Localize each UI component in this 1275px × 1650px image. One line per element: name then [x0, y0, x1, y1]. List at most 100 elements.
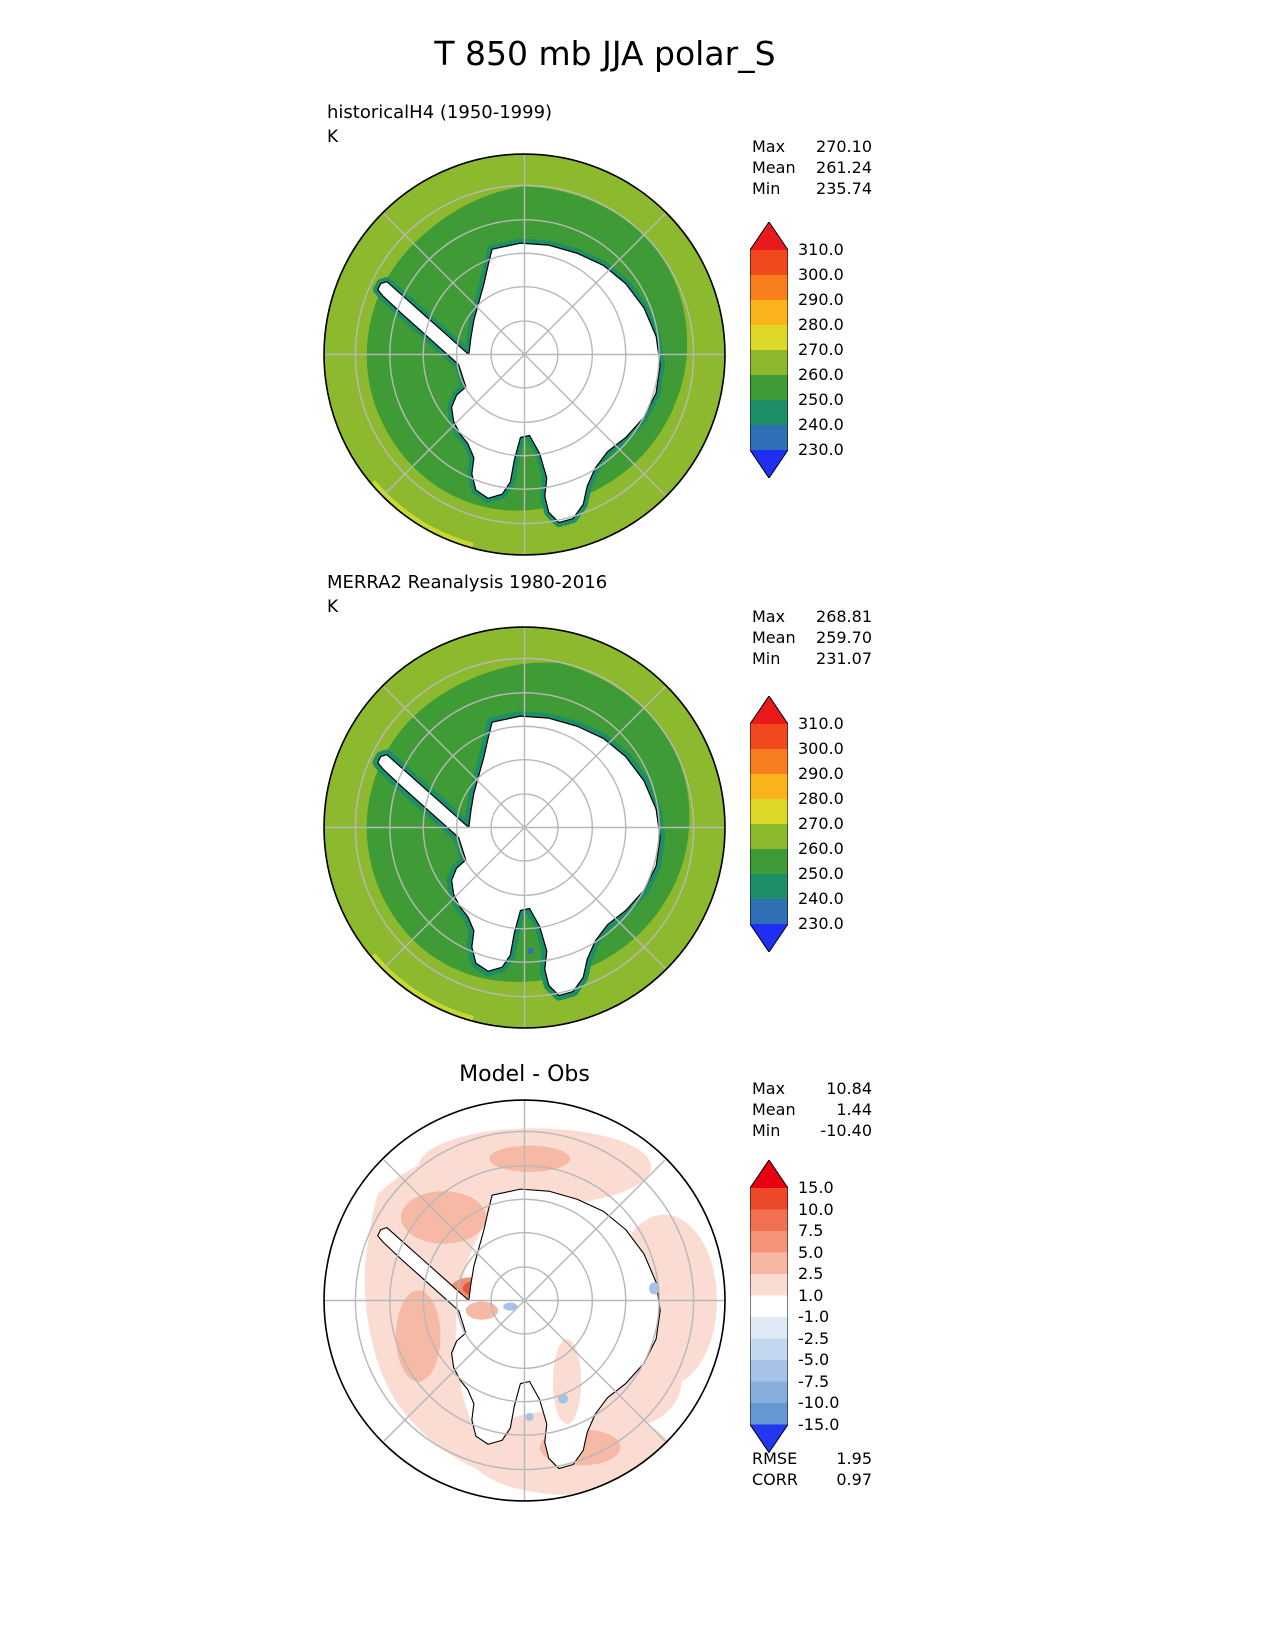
stat-row-min: Min -10.40: [752, 1120, 872, 1141]
colorbar-svg: [750, 1160, 788, 1453]
antarctica-landmass: [377, 715, 661, 997]
colorbar-tick-label: 310.0: [798, 240, 844, 259]
panel2-stats: Max 268.81 Mean 259.70 Min 231.07: [752, 606, 872, 669]
stat-label: Max: [752, 607, 786, 626]
antarctica-landmass: [377, 1188, 661, 1470]
metric-label: CORR: [752, 1470, 798, 1489]
warm-bias-strong-region: [400, 1191, 487, 1244]
stat-label: Mean: [752, 158, 796, 177]
stat-row-max: Max 270.10: [752, 136, 872, 157]
colorbar-tick-label: 270.0: [798, 814, 844, 833]
panel3-colorbar: 15.0 10.0 7.5 5.0 2.5 1.0 -1.0 -2.5 -5.0 -7.5 -10.…: [750, 1160, 839, 1453]
panel1-units: K: [327, 127, 339, 147]
panel1-title: historicalH4 (1950-1999): [327, 102, 553, 123]
colorbar-tick-label: 2.5: [798, 1264, 824, 1283]
stat-label: Min: [752, 1121, 781, 1140]
colorbar-tick-label: 7.5: [798, 1221, 824, 1240]
metric-label: RMSE: [752, 1449, 798, 1468]
panel3-stats: Max 10.84 Mean 1.44 Min -10.40: [752, 1078, 872, 1141]
colorbar-tick-label: -15.0: [798, 1414, 840, 1434]
panel1-stats: Max 270.10 Mean 261.24 Min 235.74: [752, 136, 872, 199]
stat-label: Mean: [752, 628, 796, 647]
stat-row-max: Max 268.81: [752, 606, 872, 627]
stat-row-mean: Mean 261.24: [752, 157, 872, 178]
colorbar-tick-label: 15.0: [798, 1178, 834, 1197]
stat-value: 10.84: [826, 1079, 872, 1098]
colorbar-tick-label: 310.0: [798, 714, 844, 733]
colorbar-tick-label: -1.0: [798, 1307, 830, 1326]
stat-value: 259.70: [816, 628, 872, 647]
colorbar-tick-label: 270.0: [798, 340, 844, 359]
cold-bias-speck: [503, 1302, 518, 1311]
rim-warm-sliver: [370, 480, 474, 549]
cold-bias-speck: [525, 1412, 534, 1421]
stat-value: 1.44: [836, 1100, 872, 1119]
cold-bias-speck: [557, 1393, 569, 1404]
colorbar-tick-label: -10.0: [798, 1393, 840, 1412]
metric-row-rmse: RMSE 1.95: [752, 1448, 872, 1469]
stat-row-mean: Mean 259.70: [752, 627, 872, 648]
panel2-units: K: [327, 597, 339, 617]
panel2-colorbar: 310.0 300.0 290.0 280.0 270.0 260.0 250.0 240.0…: [750, 696, 844, 952]
metric-row-corr: CORR 0.97: [752, 1469, 872, 1490]
colorbar-tick-label: 260.0: [798, 839, 844, 858]
colorbar-tick-label: 280.0: [798, 315, 844, 334]
stat-label: Max: [752, 137, 786, 156]
map-boundary: [323, 1099, 726, 1502]
stat-row-mean: Mean 1.44: [752, 1099, 872, 1120]
inland-warm-patch: [465, 1301, 499, 1320]
colorbar-tick-label: 240.0: [798, 889, 844, 908]
colorbar-tick-label: 290.0: [798, 764, 844, 783]
stat-value: 235.74: [816, 179, 872, 198]
colorbar-tick-label: 280.0: [798, 789, 844, 808]
graticule: [324, 1100, 725, 1501]
colorbar-tick-label: 240.0: [798, 415, 844, 434]
panel2-map: [323, 626, 726, 1029]
metric-value: 1.95: [836, 1449, 872, 1468]
colorbar-tick-label: 230.0: [798, 914, 844, 933]
rim-warm-sliver: [370, 953, 474, 1022]
map-boundary: [323, 626, 726, 1029]
panel1-colorbar: 310.0 300.0 290.0 280.0 270.0 260.0 250.0 240.0…: [750, 222, 844, 478]
stat-label: Min: [752, 179, 781, 198]
stat-label: Mean: [752, 1100, 796, 1119]
colorbar-tick-label: 300.0: [798, 265, 844, 284]
graticule: [324, 627, 725, 1028]
colorbar-svg: [750, 222, 788, 478]
stat-value: 270.10: [816, 137, 872, 156]
panel2-title: MERRA2 Reanalysis 1980-2016: [327, 572, 608, 593]
figure-title: T 850 mb JJA polar_S: [434, 34, 776, 73]
panel3-map: [323, 1099, 726, 1502]
stat-value: -10.40: [820, 1121, 872, 1140]
antarctica-landmass: [377, 242, 661, 524]
stat-row-max: Max 10.84: [752, 1078, 872, 1099]
colorbar-tick-label: -2.5: [798, 1328, 830, 1348]
stat-value: 268.81: [816, 607, 872, 626]
colorbar-tick-label: 10.0: [798, 1199, 834, 1219]
colorbar-tick-label: 260.0: [798, 365, 844, 384]
colorbar-tick-label: 250.0: [798, 390, 844, 409]
colorbar-svg: [750, 696, 788, 952]
stat-value: 231.07: [816, 649, 872, 668]
colorbar-tick-label: 300.0: [798, 739, 844, 758]
graticule: [324, 154, 725, 555]
cold-bias-speck: [649, 1282, 660, 1295]
inland-warm-patch: [552, 1338, 582, 1425]
colorbar-tick-label: -7.5: [798, 1371, 830, 1391]
warm-bias-strong-region: [395, 1290, 441, 1382]
panel3-metrics: RMSE 1.95 CORR 0.97: [752, 1448, 872, 1490]
panel1-map: [323, 153, 726, 556]
stat-row-min: Min 231.07: [752, 648, 872, 669]
warm-bias-strong-region: [489, 1145, 571, 1172]
cold-spot: [527, 947, 534, 955]
colorbar-tick-label: 250.0: [798, 864, 844, 883]
stat-value: 261.24: [816, 158, 872, 177]
stat-row-min: Min 235.74: [752, 178, 872, 199]
colorbar-tick-label: 1.0: [798, 1285, 824, 1305]
colorbar-tick-label: 290.0: [798, 290, 844, 309]
map-boundary: [323, 153, 726, 556]
panel3-title: Model - Obs: [459, 1062, 590, 1087]
colorbar-tick-label: 5.0: [798, 1242, 824, 1262]
colorbar-tick-label: 230.0: [798, 440, 844, 459]
